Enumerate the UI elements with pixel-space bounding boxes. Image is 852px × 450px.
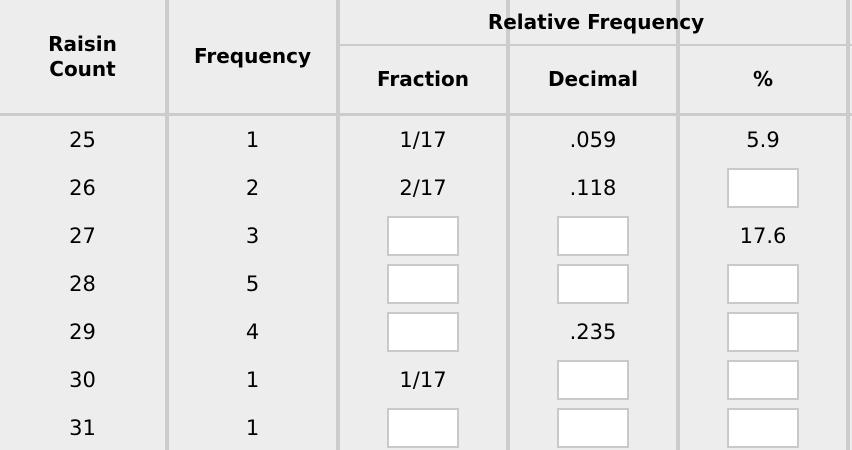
- header-raisin-count-label: Raisin Count: [48, 31, 117, 81]
- decimal-value: .235: [569, 320, 617, 344]
- relative-frequency-underline: [340, 44, 852, 46]
- table-row: 25 1 1/17 .059 5.9: [0, 116, 852, 164]
- fraction-value: 1/17: [399, 128, 447, 152]
- fraction-cell: [340, 404, 506, 450]
- table-body: 25 1 1/17 .059 5.9 26 2 2/17 .118 27 3 17.6 28 5 29 4 .2…: [0, 116, 852, 450]
- fraction-cell: 2/17: [340, 164, 506, 212]
- column-divider: [506, 0, 510, 450]
- frequency-cell: 1: [245, 416, 260, 440]
- fraction-value: 1/17: [399, 368, 447, 392]
- raisin-count-cell: 26: [69, 176, 96, 200]
- header-relative-frequency: Relative Frequency: [340, 0, 852, 44]
- header-underline: [0, 113, 852, 116]
- decimal-cell: .059: [510, 116, 676, 164]
- fraction-cell: 1/17: [340, 356, 506, 404]
- table-row: 31 1: [0, 404, 852, 450]
- decimal-cell: .235: [510, 308, 676, 356]
- table-row: 30 1 1/17: [0, 356, 852, 404]
- raisin-count-cell: 27: [69, 224, 96, 248]
- fraction-input[interactable]: [387, 408, 459, 448]
- frequency-cell: 1: [245, 368, 260, 392]
- table-row: 27 3 17.6: [0, 212, 852, 260]
- header-percent-label: %: [752, 67, 774, 91]
- percent-cell: [680, 404, 846, 450]
- percent-cell: [680, 356, 846, 404]
- raisin-count-cell: 25: [69, 128, 96, 152]
- decimal-cell: [510, 260, 676, 308]
- fraction-cell: [340, 212, 506, 260]
- percent-cell: 5.9: [680, 116, 846, 164]
- percent-cell: [680, 164, 846, 212]
- percent-input[interactable]: [727, 168, 799, 208]
- decimal-value: .059: [569, 128, 617, 152]
- table-row: 28 5: [0, 260, 852, 308]
- fraction-input[interactable]: [387, 264, 459, 304]
- decimal-input[interactable]: [557, 360, 629, 400]
- column-divider: [336, 0, 340, 450]
- header-frequency-label: Frequency: [193, 44, 312, 68]
- frequency-cell: 1: [245, 128, 260, 152]
- header-relative-frequency-label: Relative Frequency: [487, 9, 705, 34]
- fraction-cell: [340, 260, 506, 308]
- table-right-border: [846, 0, 850, 450]
- column-divider: [165, 0, 169, 450]
- fraction-cell: 1/17: [340, 116, 506, 164]
- raisin-count-cell: 30: [69, 368, 96, 392]
- header-decimal: Decimal: [510, 46, 676, 113]
- raisin-count-cell: 29: [69, 320, 96, 344]
- percent-input[interactable]: [727, 312, 799, 352]
- percent-input[interactable]: [727, 360, 799, 400]
- decimal-input[interactable]: [557, 216, 629, 256]
- header-percent: %: [680, 46, 846, 113]
- decimal-input[interactable]: [557, 264, 629, 304]
- percent-cell: [680, 308, 846, 356]
- decimal-cell: .118: [510, 164, 676, 212]
- raisin-count-cell: 28: [69, 272, 96, 296]
- percent-cell: [680, 260, 846, 308]
- decimal-cell: [510, 212, 676, 260]
- decimal-cell: [510, 404, 676, 450]
- header-raisin-count: Raisin Count: [0, 0, 165, 113]
- frequency-cell: 3: [245, 224, 260, 248]
- percent-cell: 17.6: [680, 212, 846, 260]
- fraction-input[interactable]: [387, 216, 459, 256]
- frequency-cell: 5: [245, 272, 260, 296]
- frequency-cell: 4: [245, 320, 260, 344]
- header-fraction: Fraction: [340, 46, 506, 113]
- percent-input[interactable]: [727, 264, 799, 304]
- header-frequency: Frequency: [169, 0, 336, 113]
- percent-value: 5.9: [746, 128, 780, 152]
- percent-value: 17.6: [739, 224, 787, 248]
- raisin-count-cell: 31: [69, 416, 96, 440]
- decimal-cell: [510, 356, 676, 404]
- decimal-value: .118: [569, 176, 617, 200]
- table-row: 29 4 .235: [0, 308, 852, 356]
- header-decimal-label: Decimal: [547, 67, 639, 91]
- fraction-input[interactable]: [387, 312, 459, 352]
- frequency-cell: 2: [245, 176, 260, 200]
- percent-input[interactable]: [727, 408, 799, 448]
- decimal-input[interactable]: [557, 408, 629, 448]
- fraction-cell: [340, 308, 506, 356]
- column-divider: [676, 0, 680, 450]
- table-row: 26 2 2/17 .118: [0, 164, 852, 212]
- header-fraction-label: Fraction: [377, 67, 469, 91]
- fraction-value: 2/17: [399, 176, 447, 200]
